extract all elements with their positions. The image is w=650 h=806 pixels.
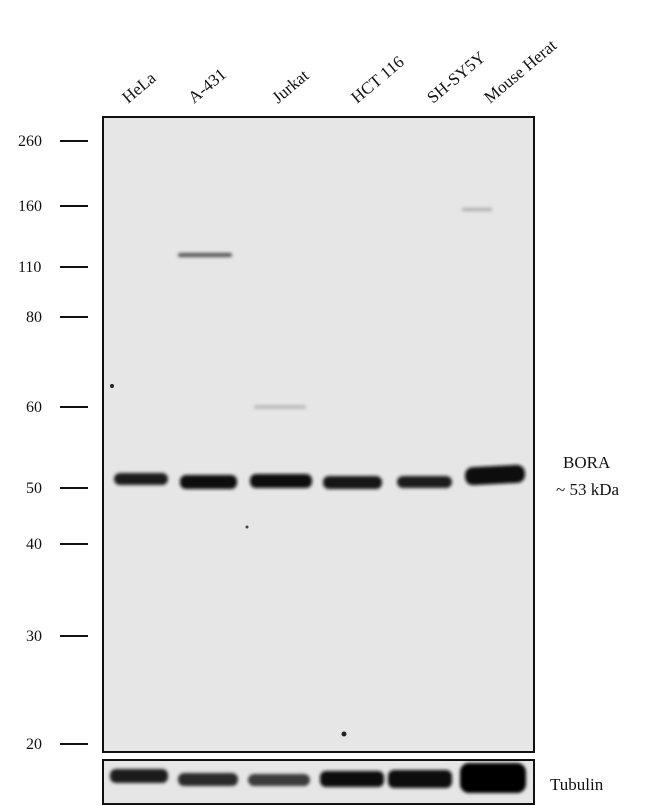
speck (341, 731, 347, 737)
band (462, 208, 492, 211)
band (110, 769, 168, 783)
speck (110, 384, 114, 388)
band (180, 475, 237, 489)
lane-label: HCT 116 (347, 52, 407, 107)
lane-label: Mouse Herat (480, 36, 560, 107)
band (114, 473, 168, 485)
band (323, 476, 382, 489)
marker-label: 60 (26, 399, 42, 416)
blot-membrane (102, 116, 535, 753)
lane-label: HeLa (118, 68, 159, 107)
lane-label: A-431 (184, 65, 229, 107)
marker-label: 260 (18, 133, 42, 150)
band (248, 774, 310, 786)
lane-labels: HeLa A-431 Jurkat HCT 116 SH-SY5Y Mouse … (118, 36, 560, 107)
marker-label: 40 (26, 536, 42, 553)
band (320, 771, 384, 787)
band (178, 773, 238, 786)
band (250, 474, 312, 488)
band (464, 464, 526, 486)
marker-label: 20 (26, 736, 42, 753)
lane-label: Jurkat (268, 66, 312, 107)
marker-label: 110 (18, 259, 41, 276)
target-size: ~ 53 kDa (556, 480, 619, 499)
band (397, 476, 452, 488)
marker-label: 160 (18, 198, 42, 215)
marker-label: 30 (26, 628, 42, 645)
speck (245, 525, 249, 529)
band (460, 763, 526, 793)
band (254, 405, 306, 409)
target-name: BORA (563, 453, 611, 472)
tubulin-bands (110, 763, 526, 793)
lane-label: SH-SY5Y (423, 48, 489, 107)
marker-label: 80 (26, 309, 42, 326)
bands (114, 208, 526, 489)
band (388, 770, 452, 788)
loading-control-label: Tubulin (550, 775, 604, 794)
band (178, 253, 232, 257)
marker-label: 50 (26, 480, 42, 497)
marker-ladder: 260 160 110 80 60 50 40 30 20 (18, 133, 88, 753)
